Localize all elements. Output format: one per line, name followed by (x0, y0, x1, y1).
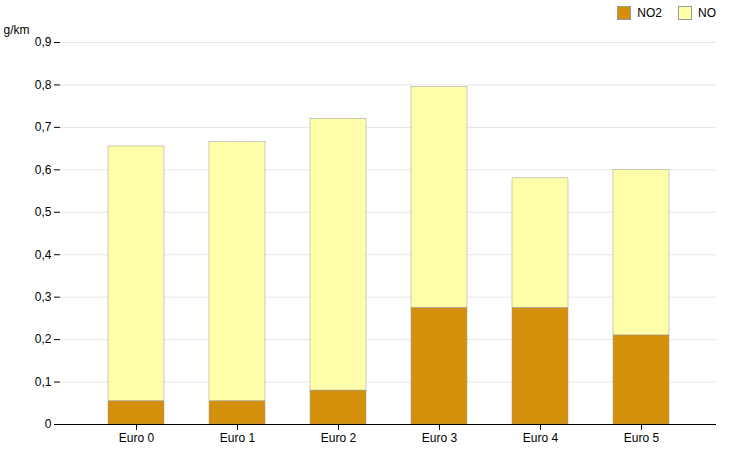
svg-text:0,1: 0,1 (35, 375, 52, 389)
svg-text:g/km: g/km (4, 23, 30, 37)
svg-text:Euro 1: Euro 1 (220, 431, 256, 445)
svg-text:0,3: 0,3 (35, 290, 52, 304)
svg-text:0: 0 (45, 417, 52, 431)
svg-text:Euro 4: Euro 4 (523, 431, 559, 445)
svg-text:0,9: 0,9 (35, 35, 52, 49)
svg-text:Euro 0: Euro 0 (119, 431, 155, 445)
svg-text:0,5: 0,5 (35, 205, 52, 219)
svg-text:Euro 3: Euro 3 (422, 431, 458, 445)
html-text:NO2: NO2 (637, 6, 662, 20)
svg-text:0,8: 0,8 (35, 78, 52, 92)
svg-text:Euro 5: Euro 5 (624, 431, 660, 445)
svg-text:0,7: 0,7 (35, 120, 52, 134)
svg-text:0,2: 0,2 (35, 332, 52, 346)
svg-text:0,4: 0,4 (35, 248, 52, 262)
svg-text:0,6: 0,6 (35, 163, 52, 177)
svg-text:Euro 2: Euro 2 (321, 431, 357, 445)
html-text:NO: NO (698, 6, 716, 20)
